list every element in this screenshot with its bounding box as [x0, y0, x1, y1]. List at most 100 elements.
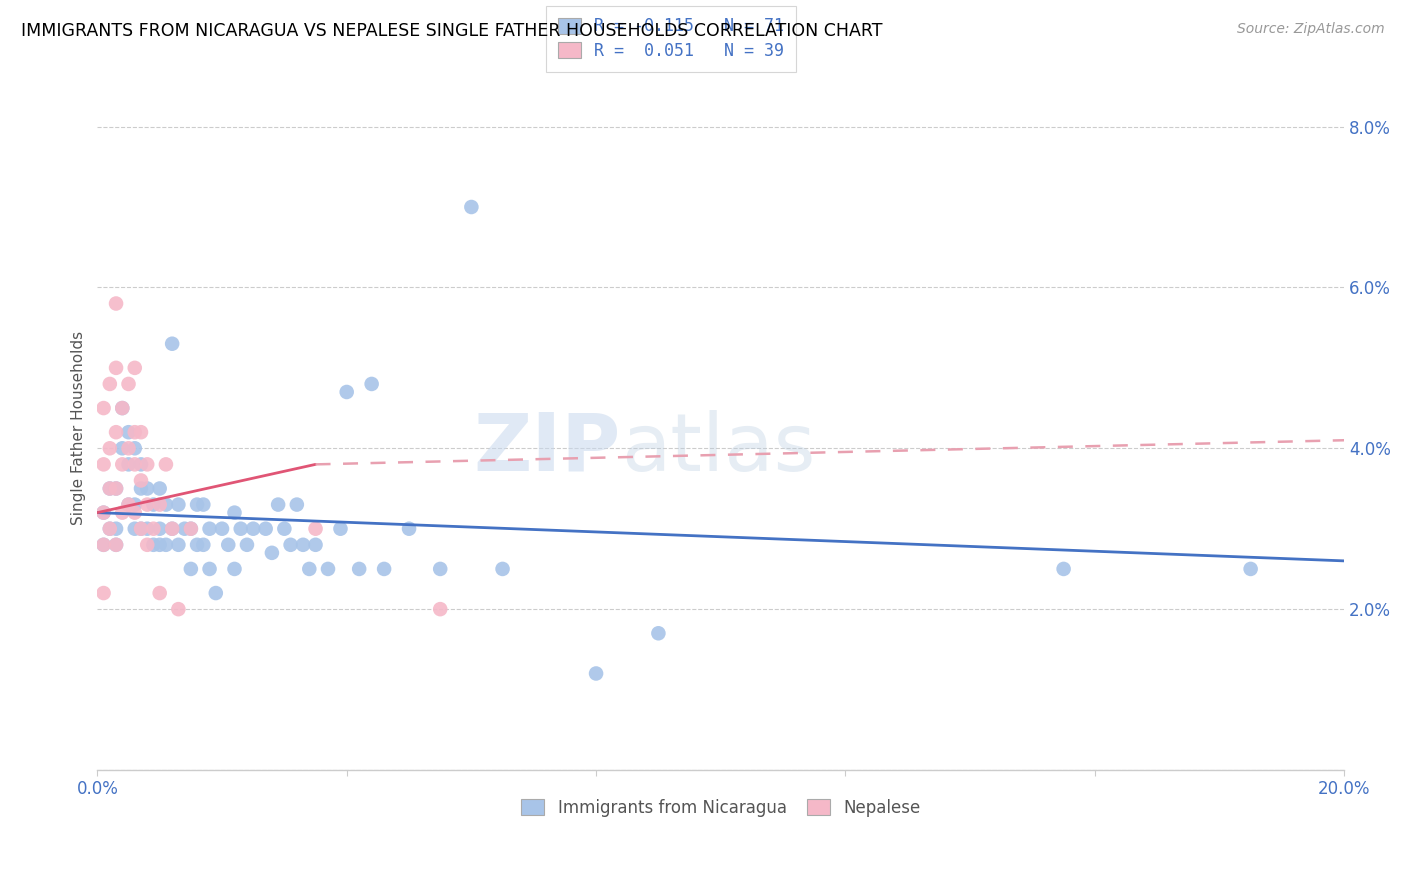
Point	[129, 522, 152, 536]
Point	[98, 482, 121, 496]
Text: IMMIGRANTS FROM NICARAGUA VS NEPALESE SINGLE FATHER HOUSEHOLDS CORRELATION CHART: IMMIGRANTS FROM NICARAGUA VS NEPALESE SI…	[21, 22, 883, 40]
Point	[155, 538, 177, 552]
Point	[129, 482, 152, 496]
Point	[347, 562, 370, 576]
Point	[105, 482, 128, 496]
Point	[93, 538, 115, 552]
Point	[160, 336, 183, 351]
Point	[217, 538, 239, 552]
Point	[117, 498, 139, 512]
Point	[93, 506, 115, 520]
Point	[129, 425, 152, 440]
Point	[105, 425, 128, 440]
Point	[105, 522, 128, 536]
Point	[229, 522, 252, 536]
Point	[117, 442, 139, 456]
Point	[98, 482, 121, 496]
Point	[142, 498, 165, 512]
Point	[142, 522, 165, 536]
Point	[111, 442, 134, 456]
Point	[160, 522, 183, 536]
Point	[180, 562, 202, 576]
Point	[429, 562, 451, 576]
Point	[173, 522, 195, 536]
Point	[117, 425, 139, 440]
Point	[98, 522, 121, 536]
Point	[160, 522, 183, 536]
Point	[167, 538, 190, 552]
Point	[236, 538, 259, 552]
Point	[193, 538, 215, 552]
Point	[129, 522, 152, 536]
Point	[136, 498, 159, 512]
Point	[585, 666, 607, 681]
Point	[111, 401, 134, 415]
Point	[124, 498, 146, 512]
Point	[298, 562, 321, 576]
Point	[93, 401, 115, 415]
Point	[316, 562, 339, 576]
Point	[124, 442, 146, 456]
Point	[398, 522, 420, 536]
Point	[93, 586, 115, 600]
Point	[98, 376, 121, 391]
Y-axis label: Single Father Households: Single Father Households	[72, 331, 86, 525]
Point	[149, 498, 172, 512]
Point	[267, 498, 290, 512]
Point	[111, 458, 134, 472]
Point	[117, 458, 139, 472]
Point	[98, 522, 121, 536]
Point	[129, 458, 152, 472]
Point	[186, 538, 208, 552]
Point	[124, 522, 146, 536]
Point	[124, 458, 146, 472]
Point	[460, 200, 482, 214]
Point	[360, 376, 382, 391]
Point	[98, 442, 121, 456]
Point	[136, 482, 159, 496]
Point	[429, 602, 451, 616]
Point	[329, 522, 352, 536]
Point	[647, 626, 669, 640]
Point	[149, 522, 172, 536]
Point	[242, 522, 264, 536]
Point	[260, 546, 283, 560]
Text: atlas: atlas	[621, 409, 815, 488]
Point	[93, 506, 115, 520]
Point	[111, 401, 134, 415]
Point	[129, 474, 152, 488]
Point	[336, 384, 359, 399]
Point	[167, 498, 190, 512]
Point	[273, 522, 295, 536]
Point	[93, 458, 115, 472]
Point	[304, 538, 326, 552]
Point	[373, 562, 395, 576]
Text: Source: ZipAtlas.com: Source: ZipAtlas.com	[1237, 22, 1385, 37]
Point	[224, 506, 246, 520]
Point	[155, 498, 177, 512]
Point	[280, 538, 302, 552]
Point	[304, 522, 326, 536]
Point	[149, 482, 172, 496]
Point	[292, 538, 315, 552]
Point	[186, 498, 208, 512]
Point	[124, 506, 146, 520]
Point	[149, 538, 172, 552]
Point	[180, 522, 202, 536]
Point	[93, 538, 115, 552]
Point	[117, 498, 139, 512]
Point	[136, 522, 159, 536]
Point	[198, 522, 221, 536]
Point	[211, 522, 233, 536]
Point	[193, 498, 215, 512]
Point	[105, 296, 128, 310]
Point	[155, 458, 177, 472]
Point	[105, 538, 128, 552]
Legend: Immigrants from Nicaragua, Nepalese: Immigrants from Nicaragua, Nepalese	[515, 792, 927, 823]
Point	[491, 562, 513, 576]
Point	[124, 425, 146, 440]
Point	[1239, 562, 1261, 576]
Point	[105, 482, 128, 496]
Point	[124, 360, 146, 375]
Point	[224, 562, 246, 576]
